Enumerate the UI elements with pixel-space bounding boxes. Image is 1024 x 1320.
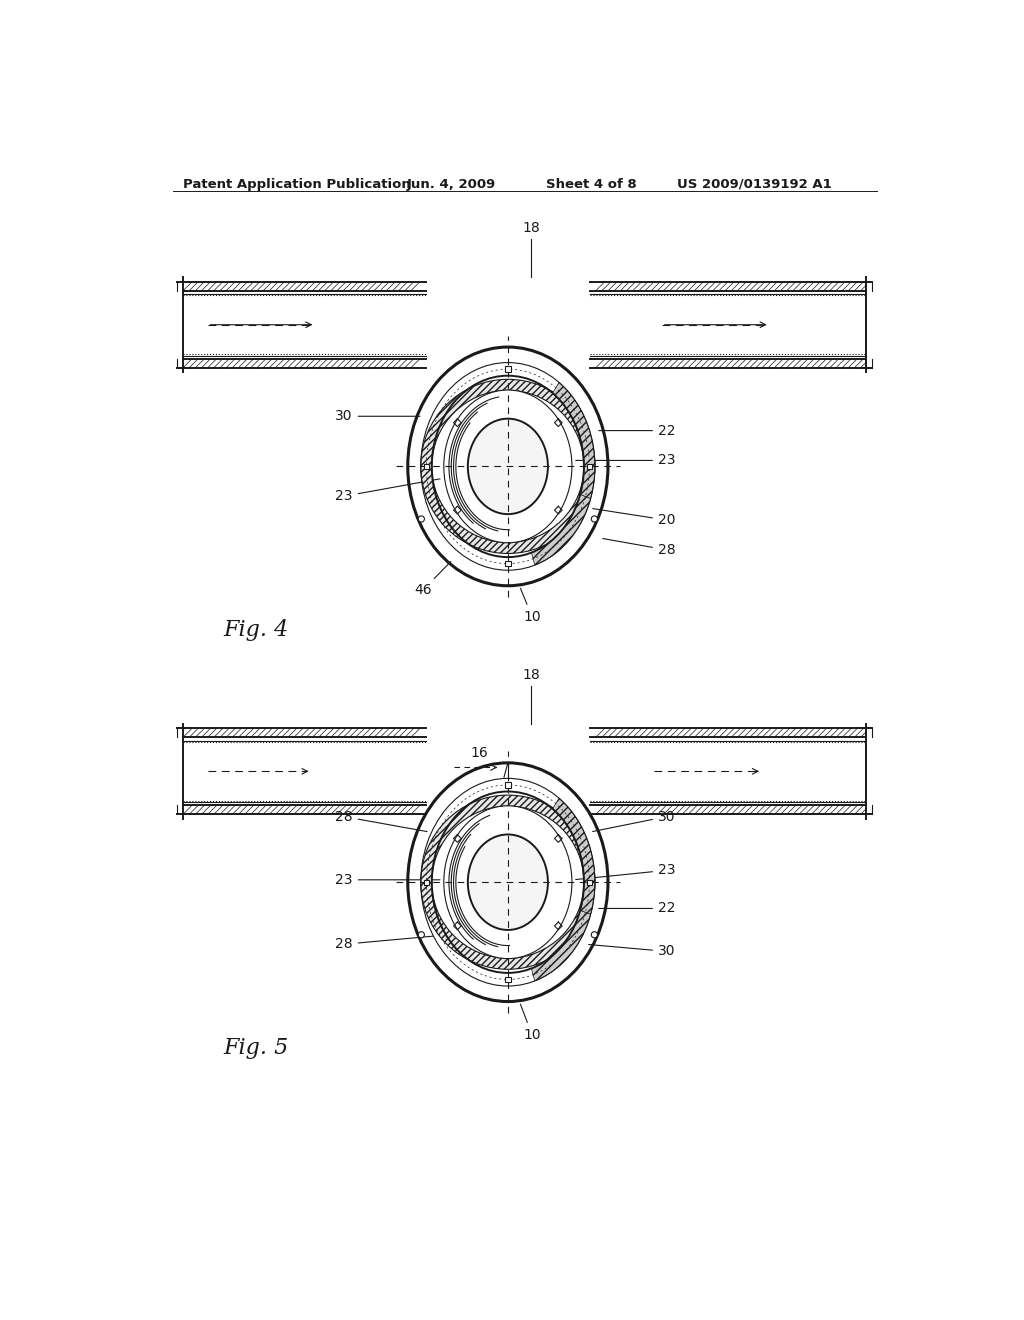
Ellipse shape bbox=[443, 805, 572, 958]
Ellipse shape bbox=[421, 363, 595, 570]
Text: 46: 46 bbox=[414, 561, 451, 598]
Bar bbox=[505, 783, 511, 788]
Text: 28: 28 bbox=[603, 539, 676, 557]
Bar bbox=[505, 561, 511, 566]
Text: 20: 20 bbox=[593, 508, 676, 527]
Bar bbox=[183, 805, 866, 814]
Text: 23: 23 bbox=[575, 863, 676, 879]
Circle shape bbox=[591, 932, 597, 937]
Ellipse shape bbox=[408, 347, 608, 586]
Bar bbox=[587, 879, 592, 884]
Text: 28: 28 bbox=[335, 936, 433, 952]
Text: 18: 18 bbox=[522, 222, 540, 235]
Bar bbox=[183, 359, 866, 368]
Text: Fig. 4: Fig. 4 bbox=[223, 619, 288, 642]
Text: 10: 10 bbox=[520, 589, 541, 623]
Ellipse shape bbox=[421, 779, 595, 986]
Text: 23: 23 bbox=[335, 873, 440, 887]
Text: Sheet 4 of 8: Sheet 4 of 8 bbox=[547, 178, 637, 190]
Text: 30: 30 bbox=[589, 944, 676, 958]
Polygon shape bbox=[531, 911, 591, 981]
Bar bbox=[587, 463, 592, 469]
Text: 30: 30 bbox=[335, 409, 420, 424]
Bar bbox=[183, 281, 866, 290]
Text: US 2009/0139192 A1: US 2009/0139192 A1 bbox=[677, 178, 833, 190]
Text: 46: 46 bbox=[511, 444, 528, 458]
Circle shape bbox=[418, 932, 424, 937]
Bar bbox=[505, 367, 511, 372]
Text: Fig. 5: Fig. 5 bbox=[223, 1038, 288, 1060]
Ellipse shape bbox=[443, 389, 572, 543]
Text: 46: 46 bbox=[499, 862, 517, 875]
Text: 22: 22 bbox=[599, 424, 676, 438]
Text: Jun. 4, 2009: Jun. 4, 2009 bbox=[407, 178, 496, 190]
Text: 16: 16 bbox=[471, 746, 488, 760]
Polygon shape bbox=[553, 799, 595, 915]
Ellipse shape bbox=[408, 763, 608, 1002]
Circle shape bbox=[418, 516, 424, 521]
Text: 23: 23 bbox=[335, 479, 440, 503]
Text: 28: 28 bbox=[335, 809, 427, 832]
Text: 10: 10 bbox=[520, 1005, 541, 1041]
Text: 22: 22 bbox=[599, 902, 676, 916]
Bar bbox=[183, 729, 866, 738]
Polygon shape bbox=[531, 495, 591, 565]
Ellipse shape bbox=[468, 418, 548, 515]
Circle shape bbox=[591, 516, 597, 521]
Bar bbox=[505, 977, 511, 982]
Bar bbox=[424, 879, 429, 884]
Bar bbox=[424, 463, 429, 469]
Text: 18: 18 bbox=[522, 668, 540, 682]
Text: Patent Application Publication: Patent Application Publication bbox=[183, 178, 411, 190]
Ellipse shape bbox=[468, 834, 548, 929]
Text: 46: 46 bbox=[505, 890, 523, 903]
Polygon shape bbox=[553, 383, 595, 499]
Text: 30: 30 bbox=[593, 809, 676, 832]
Text: 23: 23 bbox=[575, 454, 676, 467]
